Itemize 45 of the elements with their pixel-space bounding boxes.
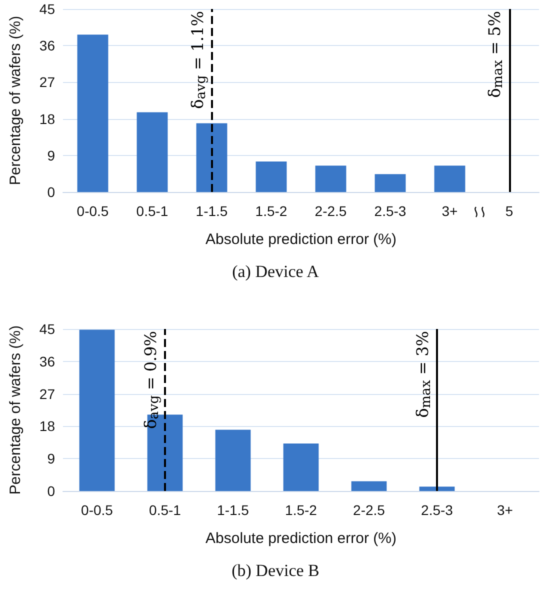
x-tick-label: 0.5-1 [149, 502, 182, 518]
bar [419, 486, 455, 491]
y-tick-label: 9 [47, 147, 56, 164]
x-tick-label: 3+ [497, 502, 513, 518]
x-axis-title: Absolute prediction error (%) [206, 530, 396, 547]
x-tick-label: 1.5-2 [255, 203, 288, 219]
bar [196, 123, 228, 192]
y-tick-label: 27 [39, 386, 56, 402]
y-tick-label: 27 [39, 74, 56, 90]
x-tick-label: 2-2.5 [314, 203, 347, 219]
bar [77, 34, 108, 192]
x-tick-label: 1-1.5 [217, 502, 250, 518]
y-tick-label: 9 [47, 450, 56, 467]
bar [136, 112, 168, 192]
y-tick-label: 18 [39, 418, 56, 434]
bar [283, 443, 319, 491]
bar [315, 166, 346, 192]
bar [374, 174, 406, 192]
x-axis-title: Absolute prediction error (%) [206, 231, 396, 248]
x-tick-label: 2.5-3 [374, 203, 406, 219]
x-tick-label: 3+ [442, 203, 458, 219]
y-axis-title: Percentage of wafers (%) [7, 16, 24, 186]
bar [215, 430, 251, 491]
y-tick-label: 45 [39, 321, 56, 337]
bar [351, 481, 387, 491]
x-tick-label: 1-1.5 [196, 203, 228, 219]
x-tick-label: 5 [505, 203, 514, 219]
bar [434, 166, 466, 192]
y-tick-label: 18 [39, 110, 56, 127]
y-tick-label: 0 [47, 184, 56, 200]
text: (b) Device B [230, 561, 320, 581]
x-tick-label: 2.5-3 [421, 502, 454, 518]
x-tick-label: 2-2.5 [353, 502, 386, 518]
x-tick-label: 1.5-2 [285, 502, 318, 518]
y-tick-label: 0 [47, 483, 56, 499]
bar [79, 330, 115, 491]
x-tick-label: 0.5-1 [136, 203, 168, 219]
x-tick-label: 0-0.5 [81, 502, 114, 518]
text: (a) Device A [231, 262, 320, 282]
bar [256, 162, 287, 192]
y-tick-label: 45 [39, 1, 56, 17]
y-axis-title: Percentage of wafers (%) [7, 325, 24, 495]
y-tick-label: 36 [39, 38, 56, 54]
x-tick-label: 0-0.5 [76, 203, 109, 219]
y-tick-label: 36 [39, 353, 56, 370]
